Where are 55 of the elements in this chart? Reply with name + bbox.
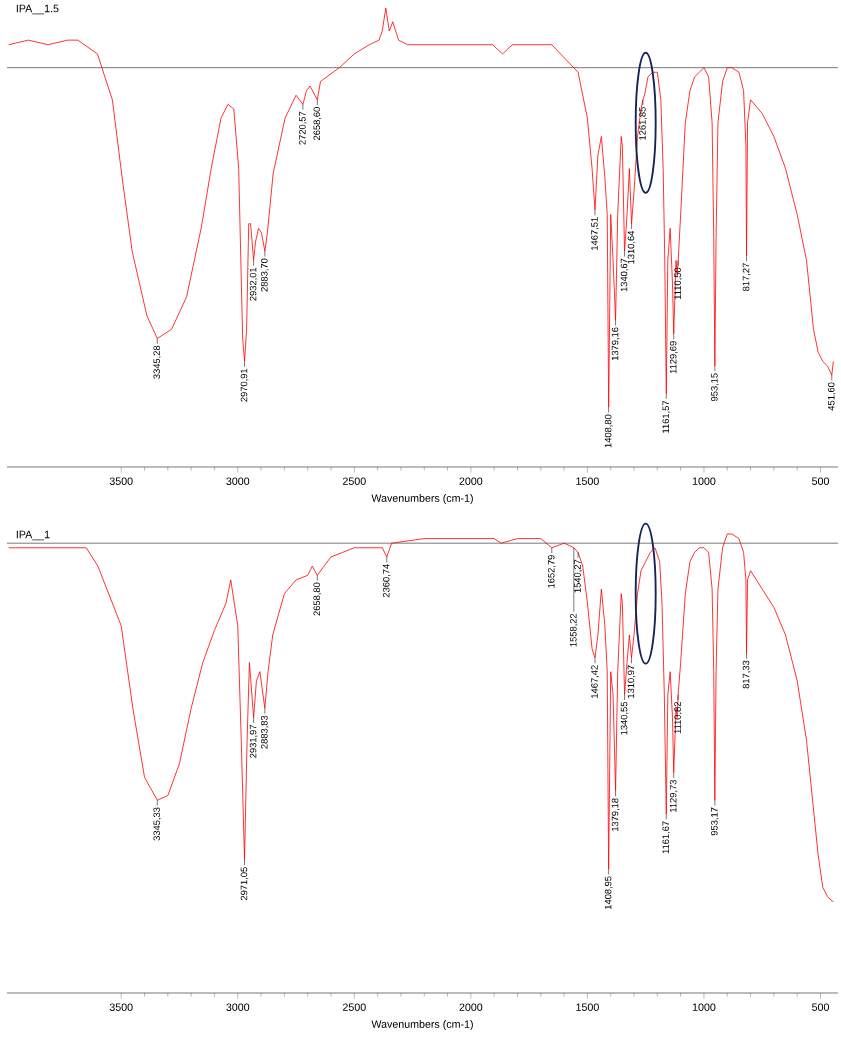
annotation: 1408,80 xyxy=(604,414,613,448)
annotation: 2970,91 xyxy=(240,368,249,402)
annotation: 953,17 xyxy=(711,807,719,836)
annotation: 1340,67 xyxy=(620,258,629,292)
annotation: 1129,69 xyxy=(669,341,678,374)
annotation: 1161,57 xyxy=(662,400,671,433)
annotation: 1310,64 xyxy=(627,230,636,264)
annotation: 1110,82 xyxy=(674,702,682,734)
annotation: 1540,27 xyxy=(574,559,582,593)
annotation: 2971,05 xyxy=(240,867,249,901)
x-tick-label: 3000 xyxy=(226,1003,250,1011)
x-tick-label: 1000 xyxy=(692,1003,716,1011)
x-tick-label: 2500 xyxy=(342,1003,366,1011)
annotation: 1110,50 xyxy=(674,267,683,300)
annotation: 1161,67 xyxy=(662,821,671,854)
annotation: 1467,51 xyxy=(591,217,599,250)
x-tick-label: 1500 xyxy=(576,477,599,485)
x-tick-label: 500 xyxy=(812,1003,829,1011)
annotation: 1340,55 xyxy=(620,701,629,735)
annotation: 1408,95 xyxy=(604,876,613,910)
x-axis-title: Wavenumbers (cm-1) xyxy=(371,1020,473,1031)
annotation: 2883,83 xyxy=(261,715,269,749)
annotation: 953,15 xyxy=(711,373,719,402)
annotation: 2720,57 xyxy=(299,111,307,145)
annotation: 2658,60 xyxy=(313,107,322,141)
annotation: 1310,97 xyxy=(627,665,636,698)
annotation: 2658,80 xyxy=(313,582,322,616)
annotation: 1129,73 xyxy=(669,780,678,812)
annotation: 3345,28 xyxy=(153,345,162,379)
x-tick-label: 2000 xyxy=(459,1003,483,1011)
annotation: 817,33 xyxy=(742,660,751,689)
x-tick-label: 2000 xyxy=(459,477,483,485)
x-tick-label: 3500 xyxy=(109,1003,133,1011)
x-tick-label: 500 xyxy=(812,477,829,485)
annotation: 451,60 xyxy=(827,382,836,411)
annotation: 3345,33 xyxy=(153,807,162,841)
chart-title: IPA__1.5 xyxy=(16,4,59,15)
annotation: 2883,70 xyxy=(261,258,269,292)
annotation: 2360,74 xyxy=(382,564,391,598)
x-tick-label: 3500 xyxy=(109,477,133,485)
x-tick-label: 2500 xyxy=(342,477,366,485)
x-tick-label: 1000 xyxy=(692,477,716,485)
annotation: 2932,01 xyxy=(249,267,258,301)
annotation: 1467,42 xyxy=(591,665,599,698)
annotation: 817,27 xyxy=(742,263,751,291)
annotation: 2931,97 xyxy=(249,725,258,758)
annotation: 1379,18 xyxy=(611,798,620,831)
x-axis-title: Wavenumbers (cm-1) xyxy=(371,494,473,505)
annotation: 1652,79 xyxy=(547,555,556,588)
annotation: 1379,16 xyxy=(611,327,620,361)
x-tick-label: 3000 xyxy=(226,477,250,485)
annotation: 1558,22 xyxy=(569,613,578,647)
annotation: 1261,85 xyxy=(639,107,647,140)
chart-title: IPA__1 xyxy=(16,530,50,541)
x-tick-label: 1500 xyxy=(576,1003,599,1011)
